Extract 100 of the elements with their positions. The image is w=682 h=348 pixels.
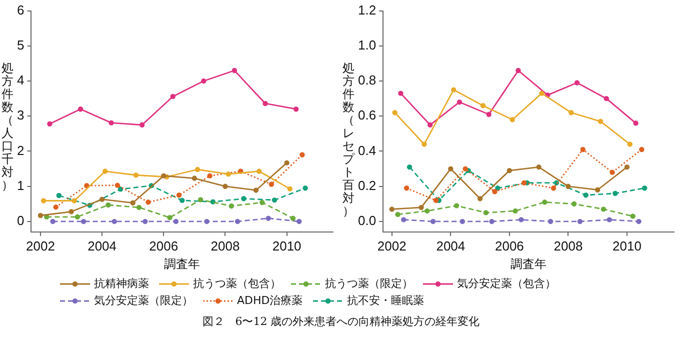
legend-label: 抗不安・睡眠薬 <box>346 293 424 308</box>
point <box>636 218 642 224</box>
point <box>108 120 114 126</box>
point <box>401 217 406 222</box>
x-tick-label: 2004 <box>88 238 117 254</box>
point <box>433 198 439 203</box>
point <box>550 186 556 191</box>
point <box>627 142 633 147</box>
point <box>489 218 494 224</box>
point <box>99 196 105 202</box>
point <box>40 198 46 204</box>
point <box>577 218 583 224</box>
point <box>136 204 142 210</box>
point <box>290 216 296 221</box>
point <box>594 187 600 192</box>
x-tick-label: 2010 <box>612 238 642 254</box>
point <box>133 172 139 178</box>
x-tick-label: 2002 <box>26 238 55 254</box>
y-tick-label: 1.2 <box>358 2 376 18</box>
point <box>392 110 398 116</box>
point <box>284 160 290 166</box>
point <box>606 217 612 222</box>
point <box>53 204 58 210</box>
caption: 図２ 6〜12 歳の外来患者への向精神薬処方の経年変化 <box>201 314 481 329</box>
point <box>536 164 542 170</box>
point <box>418 204 424 210</box>
x-tick-label: 2004 <box>436 238 466 254</box>
point <box>448 166 454 172</box>
point <box>630 214 636 219</box>
point <box>574 80 580 86</box>
point <box>600 206 606 212</box>
point <box>112 218 117 224</box>
point <box>510 117 515 122</box>
point <box>201 78 206 84</box>
y-tick-label: 5 <box>16 37 24 52</box>
point <box>266 216 271 221</box>
point <box>139 122 145 128</box>
point <box>102 168 108 174</box>
point <box>598 118 604 124</box>
point <box>262 100 268 106</box>
point <box>47 121 52 126</box>
point <box>422 142 427 147</box>
point <box>228 203 234 209</box>
point <box>167 215 172 220</box>
point <box>256 168 262 174</box>
x-tick-label: 2006 <box>494 238 524 254</box>
y-tick-label: 2 <box>16 142 24 158</box>
point <box>583 192 588 198</box>
y-tick-label: 0.8 <box>358 72 376 88</box>
y-tick-label: 0.2 <box>358 178 376 193</box>
y-tick-label: 3 <box>16 108 24 123</box>
point <box>492 189 498 194</box>
point <box>272 197 278 203</box>
point <box>451 87 456 92</box>
point <box>568 110 574 116</box>
point <box>194 166 200 172</box>
point <box>456 99 462 105</box>
point <box>566 184 571 189</box>
point <box>198 197 204 202</box>
y-tick-label: 0 <box>16 213 24 228</box>
point <box>72 198 77 204</box>
point <box>68 209 74 214</box>
point <box>38 212 44 218</box>
x-tick-label: 2010 <box>272 238 302 254</box>
point <box>430 218 436 224</box>
x-tick-label: 2008 <box>554 238 583 254</box>
point <box>580 146 586 152</box>
point <box>642 186 648 191</box>
y-tick-label: 0.6 <box>358 108 376 123</box>
point <box>170 94 176 100</box>
point <box>268 182 274 187</box>
point <box>548 218 554 224</box>
legend-label: 抗うつ薬（限定） <box>325 276 413 291</box>
point <box>639 146 644 152</box>
text: 処方件数（レセプト百対） <box>342 61 354 218</box>
point <box>130 200 136 206</box>
point <box>398 90 404 96</box>
x-tick-label: 2002 <box>377 238 406 254</box>
legend-label: ADHD治療薬 <box>237 293 303 308</box>
point <box>610 170 615 175</box>
point <box>114 182 120 188</box>
point <box>522 180 527 186</box>
point <box>234 218 240 224</box>
point <box>146 200 151 205</box>
point <box>300 152 305 158</box>
y-tick-label: 0.4 <box>358 142 376 158</box>
point <box>477 196 483 202</box>
point <box>241 196 246 202</box>
point <box>222 184 228 189</box>
point <box>542 200 548 205</box>
y-tick-label: 6 <box>16 2 24 18</box>
point <box>293 106 299 112</box>
point <box>483 210 489 216</box>
y-tick-label: 4 <box>16 72 24 88</box>
point <box>56 192 62 198</box>
y-tick-label: 0.0 <box>358 213 376 228</box>
point <box>571 201 577 207</box>
point <box>287 186 292 192</box>
point <box>302 186 308 191</box>
point <box>180 198 185 203</box>
